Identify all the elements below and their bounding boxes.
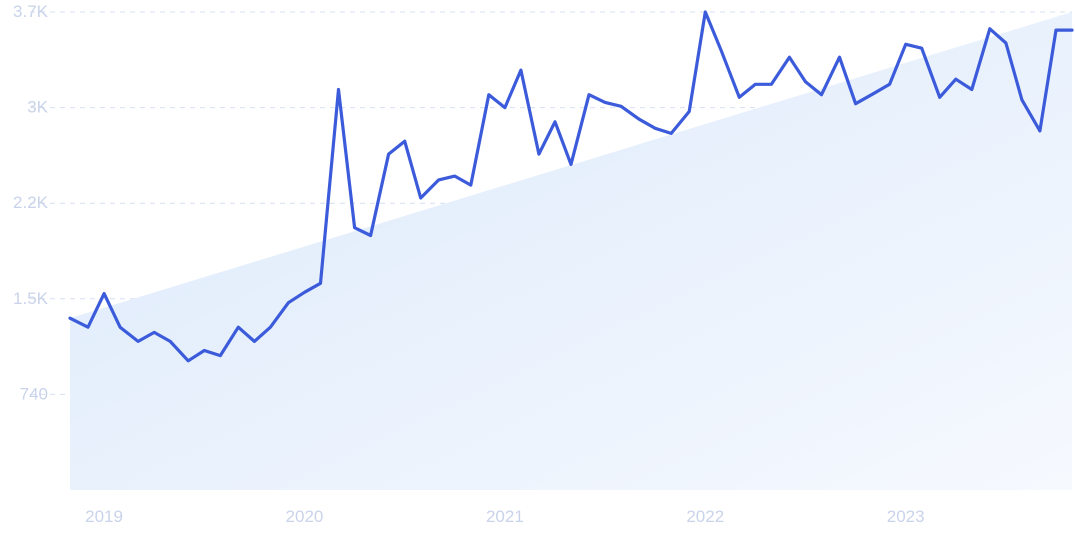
x-tick-label: 2022 [686, 507, 724, 526]
x-tick-label: 2021 [486, 507, 524, 526]
x-tick-label: 2023 [887, 507, 925, 526]
y-tick-label: 740 [20, 384, 48, 403]
y-tick-label: 3K [27, 98, 48, 117]
y-tick-label: 1.5K [13, 289, 49, 308]
x-axis-ticks: 2019 2020 2021 2022 2023 [85, 507, 924, 526]
series-line [68, 10, 1074, 363]
trend-area [70, 12, 1072, 490]
y-tick-label: 2.2K [13, 193, 49, 212]
x-tick-label: 2019 [85, 507, 123, 526]
x-tick-label: 2020 [286, 507, 324, 526]
y-axis-ticks: 740 1.5K 2.2K 3K 3.7K [13, 2, 49, 403]
y-tick-label: 3.7K [13, 2, 49, 21]
